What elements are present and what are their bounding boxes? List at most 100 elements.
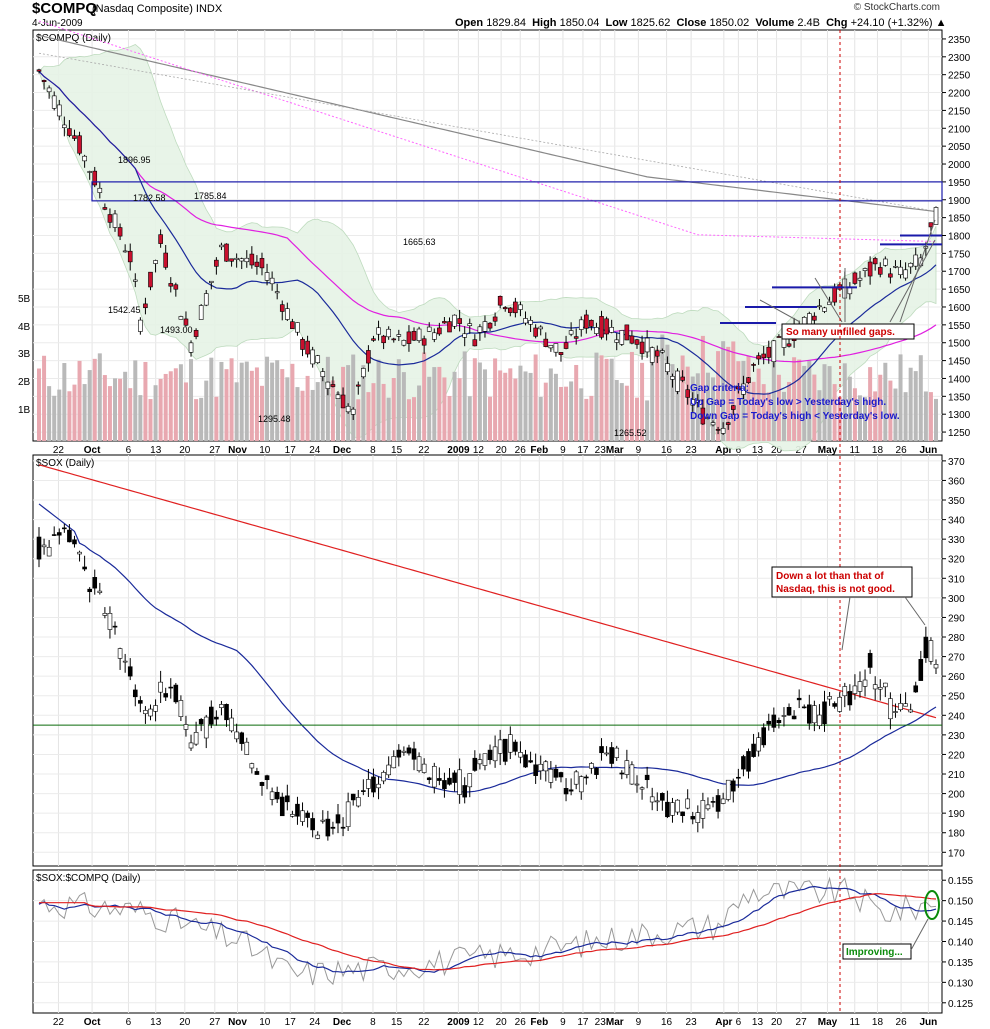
volume-bar — [336, 392, 340, 441]
sox-candle — [644, 774, 650, 781]
callout-pointer — [910, 918, 929, 951]
sox-candle — [117, 648, 123, 659]
sox-candle — [725, 779, 731, 800]
compq-candle — [437, 327, 442, 335]
gap-criteria-down: Down Gap = Today's high < Yesterday's lo… — [690, 411, 900, 422]
price-label: 1665.63 — [403, 237, 436, 247]
compq-candle — [51, 95, 57, 109]
volume-bar — [705, 372, 710, 441]
volume-bar — [214, 396, 219, 441]
compq-candle — [244, 257, 250, 263]
volume-bar — [62, 363, 67, 441]
sox-tick-label: 230 — [948, 731, 965, 742]
ma-200-line — [38, 34, 937, 213]
compq-candle — [523, 318, 528, 324]
compq-candle — [259, 258, 265, 269]
compq-candle — [366, 350, 371, 364]
compq-candle — [908, 262, 913, 268]
volume-bar — [412, 397, 417, 441]
sox-candle — [421, 763, 427, 773]
volume-bar — [57, 389, 62, 441]
compq-candle — [447, 321, 452, 333]
x-tick-label-bottom: Jun — [919, 1017, 937, 1028]
compq-candle — [406, 331, 412, 344]
sox-candle — [239, 732, 245, 744]
panel-title-compq: $COMPQ (Daily) — [36, 33, 111, 44]
compq-candle — [477, 326, 483, 333]
sox-candle — [660, 793, 665, 801]
sox-candle — [209, 706, 214, 725]
volume-bar — [113, 378, 118, 441]
callout-pointer — [899, 219, 936, 323]
volume-bar — [158, 378, 163, 441]
sox-candle — [842, 686, 848, 697]
sox-candle — [87, 588, 92, 593]
sox-candle — [654, 800, 660, 803]
ohlc-readout: Open 1829.84 High 1850.04 Low 1825.62 Cl… — [455, 17, 947, 29]
sox-candle — [817, 714, 822, 726]
volume-bar — [432, 367, 437, 441]
compq-candle — [730, 405, 736, 410]
compq-candle — [183, 318, 189, 326]
sox-candle — [386, 764, 391, 776]
compq-candle — [741, 383, 746, 395]
sox-candle — [675, 799, 680, 813]
x-tick-label-bottom: 27 — [796, 1017, 808, 1028]
compq-tick-label: 1250 — [948, 428, 971, 439]
sox-candle — [214, 716, 219, 720]
compq-candle — [371, 338, 376, 341]
volume-bar — [802, 365, 807, 441]
sox-candle — [447, 777, 452, 785]
compq-candle — [229, 258, 234, 262]
volume-bar — [107, 386, 112, 441]
x-tick-label-bottom: 24 — [309, 1017, 321, 1028]
compq-candle — [497, 295, 503, 306]
compq-candle — [330, 384, 336, 387]
volume-bar — [270, 362, 275, 441]
compq-candle — [411, 331, 417, 341]
x-tick-label-bottom: Nov — [228, 1017, 247, 1028]
compq-candle — [538, 326, 544, 330]
sox-candle — [457, 769, 462, 795]
sox-candle — [97, 590, 103, 593]
sox-candle — [741, 756, 746, 770]
sox-candle — [736, 776, 741, 779]
volume-bar — [295, 387, 300, 441]
volume-bar — [807, 360, 812, 441]
compq-candle — [751, 364, 756, 366]
volume-bar — [594, 352, 599, 441]
volume-bar — [569, 381, 574, 441]
sox-candle — [756, 737, 761, 752]
sox-candle — [350, 793, 356, 801]
sox-candle — [832, 703, 837, 707]
sox-candle — [883, 682, 888, 688]
volume-bar — [118, 378, 123, 441]
compq-candle — [649, 347, 655, 363]
x-tick-label-bottom: Mar — [606, 1017, 624, 1028]
x-tick-label-bottom: 17 — [577, 1017, 589, 1028]
compq-candle — [320, 371, 326, 377]
sox-candle — [62, 527, 67, 530]
volume-bar — [138, 395, 143, 441]
sox-candle — [82, 566, 87, 570]
sox-candle — [523, 754, 528, 768]
sox-candle — [452, 772, 457, 783]
chg-value: +24.10 (+1.32%) — [850, 17, 933, 29]
sox-candle — [259, 782, 265, 786]
open-label: Open — [455, 17, 484, 29]
ratio-tick-label: 0.130 — [948, 978, 973, 989]
sox-tick-label: 360 — [948, 476, 965, 487]
sox-candle — [442, 780, 447, 790]
sox-candle — [264, 775, 270, 781]
compq-candle — [614, 339, 620, 343]
compq-candle — [720, 428, 726, 434]
sox-candle — [538, 763, 544, 772]
compq-candle — [862, 268, 868, 271]
price-label: 1493.00 — [160, 325, 193, 335]
sox-tick-label: 220 — [948, 750, 965, 761]
sox-candle — [862, 679, 868, 687]
compq-candle — [77, 135, 82, 154]
x-tick-label-bottom: 20 — [771, 1017, 783, 1028]
sox-candle — [462, 785, 467, 798]
volume-bar — [239, 362, 244, 441]
